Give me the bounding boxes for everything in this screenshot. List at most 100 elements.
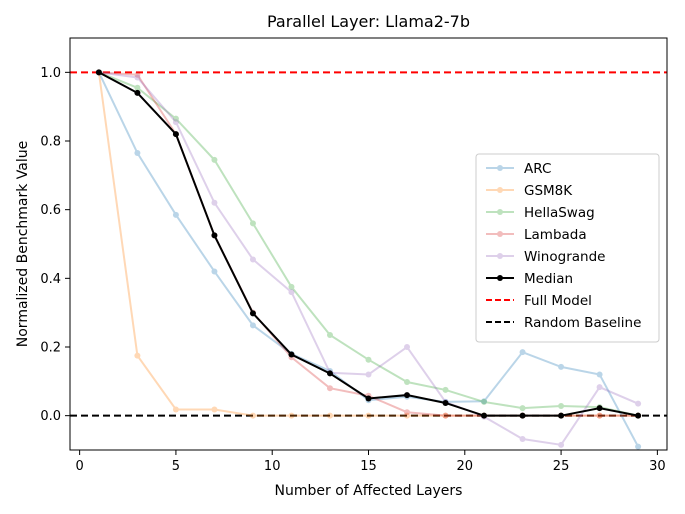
data-point-median [172,131,179,138]
data-point-arc [519,349,526,356]
data-point-median [365,395,372,402]
legend-entry-winogrande [486,253,514,259]
data-point-gsm8k [404,412,411,419]
data-point-hellaswag [481,398,488,405]
data-point-median [211,232,218,239]
y-axis-title: Normalized Benchmark Value [15,141,31,347]
data-point-hellaswag [211,156,218,163]
legend-label-hellaswag: HellaSwag [524,205,595,221]
data-point-median [596,405,603,412]
x-tick-label: 15 [360,459,377,474]
legend-entry-hellaswag [486,209,514,215]
legend-marker-gsm8k [497,187,503,193]
data-point-median [442,399,449,406]
data-point-gsm8k [365,412,372,419]
y-tick-label: 0.0 [40,409,61,424]
legend-marker-arc [497,165,503,171]
data-point-arc [172,211,179,218]
data-point-median [326,370,333,377]
data-point-winogrande [558,441,565,448]
legend-label-median: Median [524,271,573,287]
data-point-lambada [134,71,141,78]
data-point-median [558,412,565,419]
data-point-hellaswag [442,386,449,393]
legend-entry-median [486,275,514,281]
data-point-gsm8k [249,412,256,419]
series-line-hellaswag [98,71,639,417]
data-point-median [95,69,102,76]
data-point-winogrande [172,119,179,126]
data-point-arc [134,150,141,157]
data-point-arc [481,398,488,405]
legend: ARC GSM8K HellaSwag Lambada Winogrande Median… [475,153,660,343]
series-median [95,69,642,419]
data-point-winogrande [288,289,295,296]
data-point-lambada [404,409,411,416]
x-tick-label: 5 [172,459,180,474]
data-point-median [481,412,488,419]
data-point-arc [596,371,603,378]
legend-label-arc: ARC [524,161,551,177]
data-point-median [288,351,295,358]
legend-entry-lambada [486,231,514,237]
y-axis: 0.0 0.2 0.4 0.6 0.8 1.0 [40,66,70,424]
data-point-hellaswag [172,115,179,122]
series-line-winogrande [98,71,639,446]
data-point-winogrande [365,371,372,378]
y-tick-label: 0.6 [40,203,61,218]
legend-label-lambada: Lambada [524,227,587,243]
data-point-lambada [326,385,333,392]
data-point-winogrande [635,400,642,407]
x-tick-label: 10 [264,459,281,474]
data-point-median [249,310,256,317]
data-point-gsm8k [172,406,179,413]
data-point-gsm8k [596,412,603,419]
data-point-winogrande [404,344,411,350]
legend-label-gsm8k: GSM8K [524,183,573,199]
data-point-hellaswag [519,405,526,412]
data-point-winogrande [519,436,526,443]
legend-label-random-baseline: Random Baseline [524,315,641,331]
data-point-gsm8k [442,412,449,419]
legend-entry-arc [486,165,514,171]
legend-label-winogrande: Winogrande [524,249,605,265]
legend-marker-winogrande [497,253,503,259]
chart-title: Parallel Layer: Llama2-7b [267,12,470,31]
legend-marker-lambada [497,231,503,237]
legend-entry-gsm8k [486,187,514,193]
x-axis: 0 5 10 15 20 25 30 [75,450,666,474]
legend-box [475,153,660,343]
data-point-median [519,412,526,419]
y-tick-label: 1.0 [40,66,61,81]
data-point-gsm8k [326,412,333,419]
y-tick-label: 0.2 [40,341,61,356]
data-point-hellaswag [326,331,333,338]
data-point-median [635,412,642,419]
x-tick-label: 30 [649,459,666,474]
data-point-hellaswag [249,220,256,227]
data-point-median [134,89,141,96]
data-point-hellaswag [134,84,141,91]
data-point-gsm8k [288,412,295,419]
x-tick-label: 20 [457,459,474,474]
data-point-hellaswag [288,283,295,290]
legend-marker-hellaswag [497,209,503,215]
data-point-arc [635,443,642,450]
data-point-winogrande [134,74,141,81]
data-point-gsm8k [134,352,141,359]
data-point-arc [249,322,256,329]
data-point-hellaswag [365,356,372,363]
data-point-gsm8k [211,406,218,413]
data-point-median [404,392,411,399]
data-point-winogrande [596,384,603,391]
legend-label-full-model: Full Model [524,293,592,309]
y-tick-label: 0.8 [40,135,61,150]
data-point-hellaswag [558,403,565,410]
data-point-hellaswag [404,379,411,386]
data-point-lambada [442,412,449,419]
plot-area [69,37,668,451]
legend-marker-median [497,275,503,281]
data-point-winogrande [249,256,256,263]
x-axis-title: Number of Affected Layers [275,483,463,499]
